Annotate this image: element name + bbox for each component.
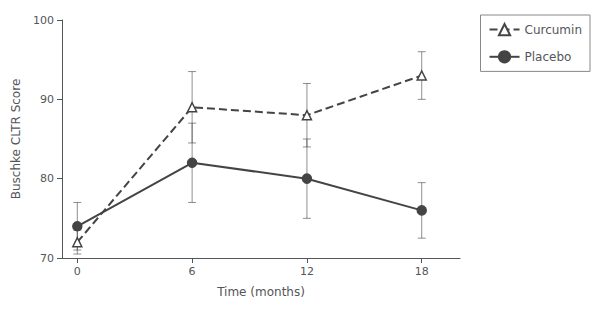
svg-text:Placebo: Placebo xyxy=(525,50,572,64)
svg-text:70: 70 xyxy=(40,252,54,265)
svg-text:12: 12 xyxy=(300,265,314,278)
svg-text:80: 80 xyxy=(40,172,54,185)
svg-text:18: 18 xyxy=(415,265,429,278)
svg-text:Buschke CLTR Score: Buschke CLTR Score xyxy=(9,79,23,200)
svg-text:Time (months): Time (months) xyxy=(216,285,305,299)
svg-text:90: 90 xyxy=(40,93,54,106)
svg-text:0: 0 xyxy=(74,265,81,278)
svg-text:Curcumin: Curcumin xyxy=(525,23,583,37)
svg-text:6: 6 xyxy=(189,265,196,278)
svg-text:100: 100 xyxy=(33,14,54,27)
